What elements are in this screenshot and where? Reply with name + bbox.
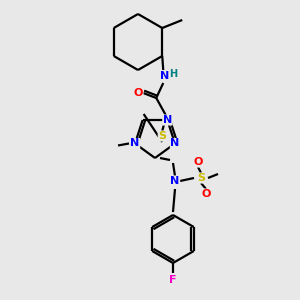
Text: N: N bbox=[130, 139, 140, 148]
Text: F: F bbox=[169, 275, 177, 285]
Text: S: S bbox=[158, 131, 166, 141]
Text: H: H bbox=[169, 69, 177, 79]
Text: N: N bbox=[163, 115, 172, 125]
Text: N: N bbox=[170, 176, 180, 186]
Text: O: O bbox=[201, 189, 211, 199]
Text: S: S bbox=[197, 173, 205, 183]
Text: O: O bbox=[193, 157, 203, 167]
Text: N: N bbox=[170, 139, 180, 148]
Text: O: O bbox=[134, 88, 143, 98]
Text: N: N bbox=[160, 71, 169, 81]
